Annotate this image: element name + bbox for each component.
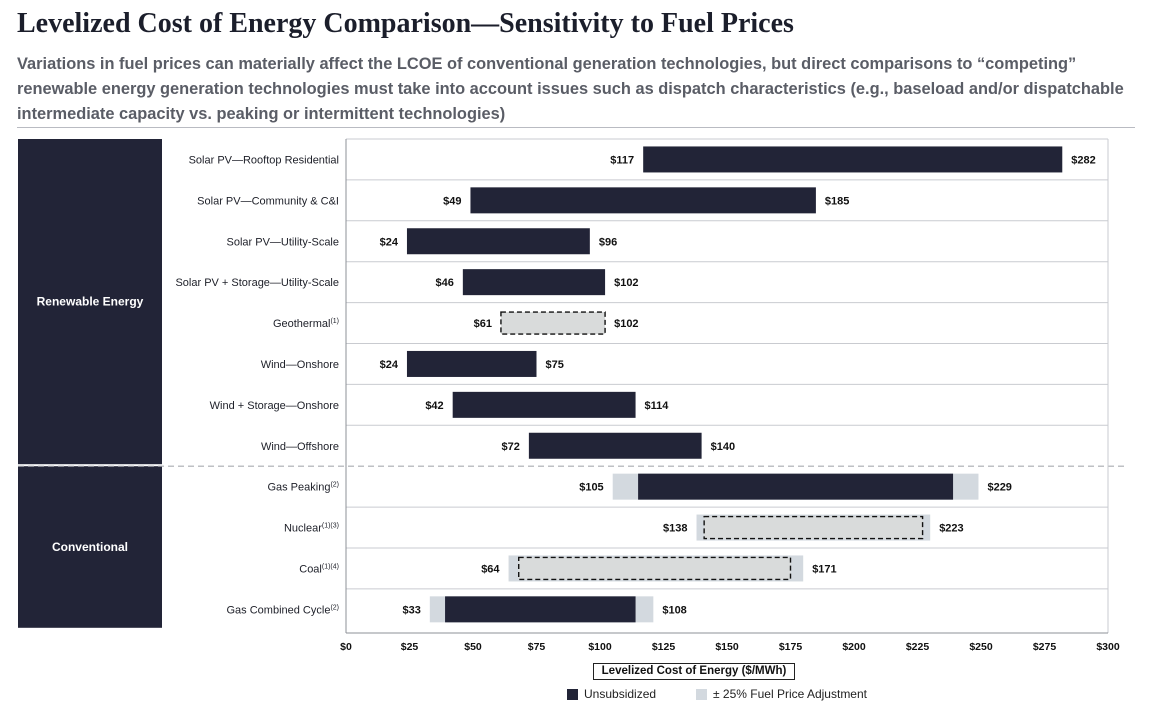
category-label-solar-pv-storage-utility-scale: Solar PV + Storage—Utility-Scale bbox=[175, 277, 339, 289]
low-value-label-solar-pv-storage-utility-scale: $46 bbox=[435, 277, 453, 289]
high-value-label-solar-pv-rooftop-residential: $282 bbox=[1071, 154, 1095, 166]
range-bar-gas-combined-cycle bbox=[445, 596, 636, 623]
low-value-label-solar-pv-rooftop-residential: $117 bbox=[610, 154, 634, 166]
x-tick-label: $250 bbox=[969, 641, 993, 653]
high-value-label-gas-combined-cycle: $108 bbox=[662, 604, 686, 616]
x-tick-label: $300 bbox=[1096, 641, 1120, 653]
low-value-label-wind-onshore: $24 bbox=[380, 359, 399, 371]
low-value-label-solar-pv-community-c-i: $49 bbox=[443, 195, 461, 207]
range-bar-solar-pv-rooftop-residential bbox=[643, 146, 1063, 173]
x-tick-label: $0 bbox=[340, 641, 352, 653]
x-tick-label: $175 bbox=[779, 641, 803, 653]
high-value-label-nuclear: $223 bbox=[939, 523, 963, 535]
high-value-label-geothermal: $102 bbox=[614, 318, 638, 330]
x-tick-label: $275 bbox=[1033, 641, 1057, 653]
high-value-label-gas-peaking: $229 bbox=[987, 482, 1011, 494]
group-label-renewable-energy: Renewable Energy bbox=[37, 295, 144, 309]
category-label-coal: Coal(1)(4) bbox=[299, 563, 339, 575]
low-value-label-geothermal: $61 bbox=[474, 318, 492, 330]
x-axis-label: Levelized Cost of Energy ($/MWh) bbox=[593, 663, 795, 680]
category-label-gas-peaking: Gas Peaking(2) bbox=[267, 482, 339, 494]
x-tick-label: $125 bbox=[652, 641, 676, 653]
x-tick-label: $225 bbox=[906, 641, 930, 653]
legend-swatch-fuel-adjustment bbox=[696, 688, 707, 700]
range-bar-solar-pv-storage-utility-scale bbox=[462, 269, 606, 296]
category-label-solar-pv-utility-scale: Solar PV—Utility-Scale bbox=[227, 236, 339, 248]
range-bar-solar-pv-utility-scale bbox=[406, 228, 590, 255]
high-value-label-wind-offshore: $140 bbox=[711, 441, 735, 453]
category-label-geothermal: Geothermal(1) bbox=[273, 318, 339, 330]
category-label-wind-offshore: Wind—Offshore bbox=[261, 441, 339, 453]
high-value-label-solar-pv-community-c-i: $185 bbox=[825, 195, 849, 207]
range-bar-nuclear bbox=[703, 515, 924, 540]
page-title: Levelized Cost of Energy Comparison—Sens… bbox=[17, 8, 794, 39]
category-label-solar-pv-rooftop-residential: Solar PV—Rooftop Residential bbox=[189, 154, 339, 166]
group-panel-renewable-energy bbox=[18, 139, 162, 465]
range-bar-wind-storage-onshore bbox=[452, 391, 636, 418]
high-value-label-wind-storage-onshore: $114 bbox=[645, 400, 670, 412]
high-value-label-solar-pv-storage-utility-scale: $102 bbox=[614, 277, 638, 289]
group-label-conventional: Conventional bbox=[52, 540, 128, 554]
legend-label-fuel-adjustment: ± 25% Fuel Price Adjustment bbox=[713, 687, 867, 701]
low-value-label-solar-pv-utility-scale: $24 bbox=[380, 236, 399, 248]
range-bar-solar-pv-community-c-i bbox=[470, 187, 816, 214]
range-bar-geothermal bbox=[500, 311, 606, 335]
x-tick-label: $50 bbox=[464, 641, 482, 653]
x-tick-label: $75 bbox=[528, 641, 546, 653]
x-tick-label: $100 bbox=[588, 641, 612, 653]
group-panel-conventional bbox=[18, 466, 162, 628]
range-bar-coal bbox=[518, 556, 792, 581]
x-tick-label: $200 bbox=[842, 641, 866, 653]
high-value-label-wind-onshore: $75 bbox=[546, 359, 564, 371]
legend-label-unsubsidized: Unsubsidized bbox=[584, 687, 657, 701]
range-bar-wind-onshore bbox=[406, 350, 537, 377]
low-value-label-wind-offshore: $72 bbox=[502, 441, 520, 453]
x-tick-label: $150 bbox=[715, 641, 739, 653]
title-divider bbox=[17, 127, 1135, 128]
category-label-nuclear: Nuclear(1)(3) bbox=[284, 523, 339, 535]
high-value-label-coal: $171 bbox=[812, 563, 836, 575]
category-label-wind-storage-onshore: Wind + Storage—Onshore bbox=[210, 400, 339, 412]
low-value-label-coal: $64 bbox=[481, 563, 500, 575]
low-value-label-gas-peaking: $105 bbox=[579, 482, 603, 494]
x-tick-label: $25 bbox=[401, 641, 419, 653]
legend-swatch-unsubsidized bbox=[567, 688, 578, 700]
low-value-label-wind-storage-onshore: $42 bbox=[425, 400, 443, 412]
low-value-label-gas-combined-cycle: $33 bbox=[402, 604, 420, 616]
legend-item-unsubsidized: Unsubsidized bbox=[567, 687, 656, 701]
low-value-label-nuclear: $138 bbox=[663, 523, 687, 535]
high-value-label-solar-pv-utility-scale: $96 bbox=[599, 236, 617, 248]
category-label-gas-combined-cycle: Gas Combined Cycle(2) bbox=[227, 604, 340, 616]
page-subtitle: Variations in fuel prices can materially… bbox=[17, 55, 1124, 123]
category-label-wind-onshore: Wind—Onshore bbox=[261, 359, 339, 371]
range-bar-wind-offshore bbox=[528, 432, 702, 459]
range-bar-gas-peaking bbox=[638, 473, 954, 500]
category-label-solar-pv-community-c-i: Solar PV—Community & C&I bbox=[197, 195, 339, 207]
legend-item-fuel-adjustment: ± 25% Fuel Price Adjustment bbox=[696, 687, 867, 701]
